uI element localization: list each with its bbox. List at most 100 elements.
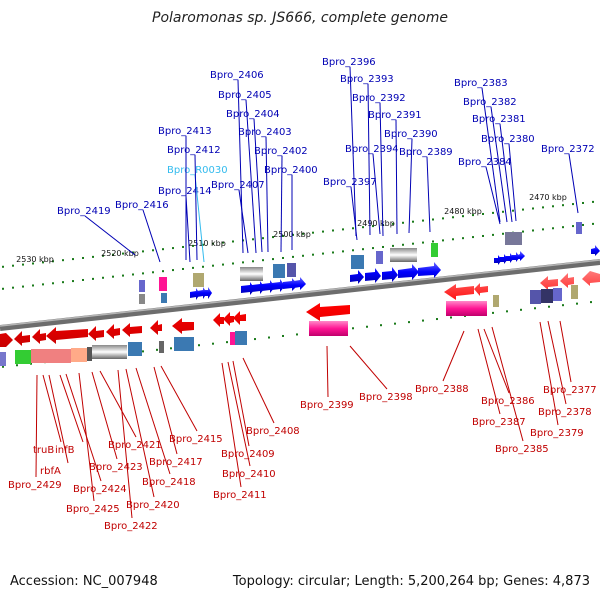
cog-box	[174, 337, 194, 351]
forward-gene-arrow	[241, 277, 306, 295]
gene-label: Bpro_2413	[158, 126, 212, 137]
tick-dot	[352, 249, 354, 252]
tick-dot	[282, 256, 284, 259]
tick-dot	[432, 240, 434, 243]
tick-dot	[226, 341, 228, 344]
tick-dot	[502, 232, 504, 235]
scale-tick-label: 2520 kbp	[101, 249, 139, 258]
tick-dot	[292, 233, 294, 236]
tick-dot	[408, 321, 410, 324]
reverse-gene-arrow	[0, 271, 600, 347]
tick-dot	[32, 284, 34, 287]
tick-dot	[32, 262, 34, 265]
gene-label: Bpro_2408	[246, 426, 300, 437]
tick-dot	[402, 221, 404, 224]
tick-dot	[352, 327, 354, 330]
cog-box	[530, 290, 541, 304]
label-leader-line	[65, 373, 102, 482]
tick-dot	[62, 259, 64, 262]
forward-cog-boxes	[139, 222, 582, 304]
label-leader-line	[539, 321, 559, 426]
tick-dot	[472, 236, 474, 239]
gene-label: Bpro_2387	[472, 417, 526, 428]
tick-dot	[122, 252, 124, 255]
tick-dot	[272, 258, 274, 261]
gene-label: Bpro_2403	[238, 127, 292, 138]
tick-dot	[92, 277, 94, 280]
tick-dot	[112, 275, 114, 278]
tick-dot	[152, 249, 154, 252]
tick-dot	[52, 260, 54, 263]
tick-dot	[422, 319, 424, 322]
tick-dot	[522, 208, 524, 211]
gene-label: Bpro_2400	[264, 165, 318, 176]
gene-label: Bpro_2377	[543, 385, 597, 396]
cog-box	[309, 321, 348, 336]
tick-dot	[182, 245, 184, 248]
cog-box	[0, 352, 6, 366]
tick-dot	[212, 342, 214, 345]
label-leader-line	[426, 156, 431, 233]
tick-dot	[16, 364, 18, 367]
label-leader-line	[326, 345, 329, 398]
tick-dot	[156, 348, 158, 351]
scale-tick-label: 2490 kbp	[357, 219, 395, 228]
gene-label: Bpro_2415	[169, 434, 223, 445]
tick-dot	[482, 212, 484, 215]
tick-dot	[132, 273, 134, 276]
scale-tick-label: 2480 kbp	[444, 207, 482, 216]
tick-dot	[392, 244, 394, 247]
gene-label: Bpro_2423	[89, 462, 143, 473]
tick-dot	[132, 251, 134, 254]
label-leader-line	[194, 174, 205, 263]
label-leader-line	[160, 365, 198, 432]
tick-dot	[342, 228, 344, 231]
scale-tick-label: 2510 kbp	[188, 239, 226, 248]
tick-dot	[552, 227, 554, 230]
tick-dot	[576, 302, 578, 305]
forward-gene-arrow	[350, 262, 441, 284]
tick-dot	[506, 310, 508, 313]
label-leader-line	[227, 361, 251, 467]
gene-label: Bpro_2412	[167, 145, 221, 156]
cog-box	[351, 255, 364, 269]
tick-dot	[142, 250, 144, 253]
tick-dot	[222, 241, 224, 244]
genome-summary: Topology: circular; Length: 5,200,264 bp…	[232, 574, 590, 589]
gene-label: Bpro_2394	[345, 144, 399, 155]
label-leader-line	[142, 209, 161, 263]
tick-dot	[242, 261, 244, 264]
tick-dot	[292, 255, 294, 258]
tick-dot	[394, 322, 396, 325]
tick-dot	[192, 244, 194, 247]
label-leader-line	[59, 374, 84, 443]
gene-label: Bpro_2420	[126, 500, 180, 511]
label-leader-line	[481, 87, 501, 223]
label-leader-line	[242, 357, 275, 424]
gene-label: Bpro_2429	[8, 480, 62, 491]
tick-dot	[170, 347, 172, 350]
gene-label: Bpro_2372	[541, 144, 595, 155]
tick-dot	[582, 201, 584, 204]
tick-dot	[222, 263, 224, 266]
tick-dot	[172, 247, 174, 250]
cog-box	[193, 273, 204, 287]
label-leader-line	[232, 360, 250, 447]
tick-dot	[312, 253, 314, 256]
genome-backbone-highlight	[0, 259, 600, 327]
gene-label: Bpro_2421	[108, 440, 162, 451]
tick-dot	[482, 234, 484, 237]
tick-dot	[522, 230, 524, 233]
cog-box	[128, 342, 142, 356]
label-leader-line	[499, 123, 513, 223]
label-leader-line	[153, 366, 178, 455]
gene-label: Bpro_2409	[221, 449, 275, 460]
tick-dot	[432, 218, 434, 221]
label-leader-line	[125, 368, 155, 498]
label-leader-line	[483, 328, 510, 394]
tick-dot	[172, 269, 174, 272]
tick-dot	[436, 318, 438, 321]
tick-dot	[252, 260, 254, 263]
gene-label: Bpro_2406	[210, 70, 264, 81]
label-leader-line	[568, 153, 579, 214]
